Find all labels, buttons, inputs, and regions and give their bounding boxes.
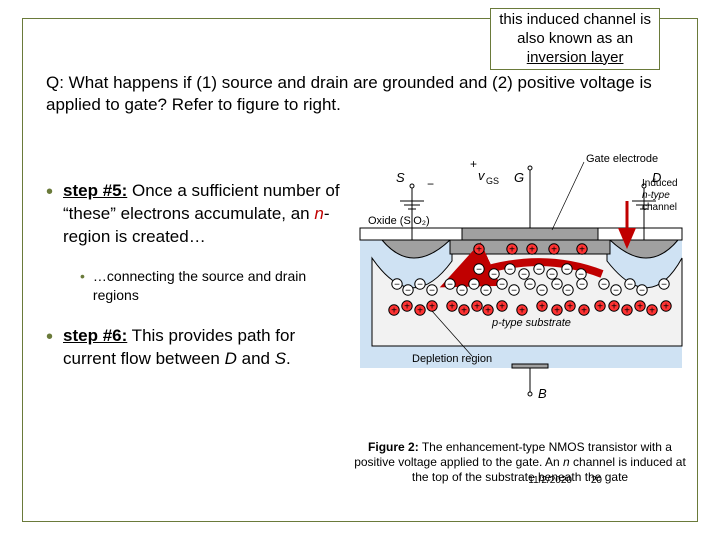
svg-text:+: + [597,302,603,313]
svg-text:−: − [417,280,423,291]
svg-text:−: − [459,286,465,297]
step6-head: step #6: [63,326,127,345]
svg-text:+: + [554,306,560,317]
svg-text:+: + [474,302,480,313]
lbl-oxide: Oxide (SiO₂) [368,215,430,227]
question-text: Q: What happens if (1) source and drain … [46,72,674,116]
lbl-vgs: v [478,168,486,183]
svg-text:+: + [539,302,545,313]
bullet-step5-sub: • …connecting the source and drain regio… [80,267,346,305]
svg-text:−: − [579,280,585,291]
callout-l1: this induced channel is [499,11,651,30]
svg-text:−: − [601,280,607,291]
svg-text:−: − [554,280,560,291]
svg-text:+: + [470,157,477,171]
svg-text:−: − [565,286,571,297]
svg-text:−: − [429,286,435,297]
svg-text:−: − [507,265,513,276]
lbl-ind2: n-type [642,190,670,201]
bullet-step6: • step #6: This provides path for curren… [46,325,346,371]
svg-text:−: − [527,280,533,291]
callout-l3: inversion layer [499,49,651,68]
svg-text:+: + [476,245,482,256]
cap-lead: Figure 2: [368,440,419,454]
step6-S: S [275,349,286,368]
svg-text:+: + [649,306,655,317]
svg-text:+: + [509,245,515,256]
svg-text:+: + [461,306,467,317]
svg-text:+: + [391,306,397,317]
svg-text:−: − [476,265,482,276]
step5-n: n [314,204,323,223]
svg-text:+: + [637,302,643,313]
step6-D: D [225,349,237,368]
svg-text:+: + [519,306,525,317]
lbl-B: B [538,386,547,401]
footer-page: 20 [591,475,602,486]
bullet-dot: • [46,325,53,371]
svg-text:−: − [627,280,633,291]
svg-text:+: + [567,302,573,313]
svg-text:+: + [404,302,410,313]
svg-text:+: + [449,302,455,313]
step5-head: step #5: [63,181,127,200]
svg-text:−: − [511,286,517,297]
svg-text:−: − [471,280,477,291]
footer-date: 11/2/2020 [528,475,572,486]
svg-text:−: − [639,286,645,297]
bullet-dot: • [80,267,85,305]
svg-text:+: + [624,306,630,317]
lbl-S: S [396,170,405,185]
step5-sub-text: …connecting the source and drain regions [93,267,346,305]
cap-n: n [563,455,570,469]
svg-text:+: + [581,306,587,317]
figure-caption: Figure 2: The enhancement-type NMOS tran… [350,440,690,485]
lbl-dep: Depletion region [412,353,492,365]
left-content: • step #5: Once a sufficient number of “… [46,180,346,388]
svg-text:+: + [579,245,585,256]
svg-text:−: − [394,280,400,291]
step5-text: step #5: Once a sufficient number of “th… [63,180,346,249]
step6-and: and [237,349,275,368]
step6-text: step #6: This provides path for current … [63,325,346,371]
svg-text:+: + [485,306,491,317]
svg-text:+: + [429,302,435,313]
callout-box: this induced channel is also known as an… [490,8,660,70]
svg-text:−: − [447,280,453,291]
lbl-psub: p-type substrate [491,317,571,329]
svg-text:−: − [491,270,497,281]
svg-text:−: − [661,280,667,291]
svg-text:+: + [663,302,669,313]
lbl-vgs-sub: GS [486,176,499,186]
svg-text:+: + [499,302,505,313]
svg-text:+: + [529,245,535,256]
svg-text:−: − [564,265,570,276]
lbl-ind3: channel [642,202,677,213]
svg-text:−: − [536,265,542,276]
bullet-step5: • step #5: Once a sufficient number of “… [46,180,346,249]
svg-text:−: − [483,286,489,297]
nmos-svg: S G + − v GS D B Gate electrode Oxide (S… [352,146,690,416]
lbl-ind1: Induced [642,178,678,189]
svg-text:−: − [427,177,434,191]
lbl-gateel: Gate electrode [586,153,658,165]
callout-l2: also known as an [499,30,651,49]
bullet-dot: • [46,180,53,249]
step6-dot: . [286,349,291,368]
svg-text:+: + [417,306,423,317]
svg-text:+: + [551,245,557,256]
svg-text:−: − [405,286,411,297]
svg-text:−: − [499,280,505,291]
nmos-figure: S G + − v GS D B Gate electrode Oxide (S… [352,146,690,416]
svg-text:+: + [611,302,617,313]
svg-text:−: − [539,286,545,297]
lbl-G: G [514,170,524,185]
svg-text:−: − [613,286,619,297]
